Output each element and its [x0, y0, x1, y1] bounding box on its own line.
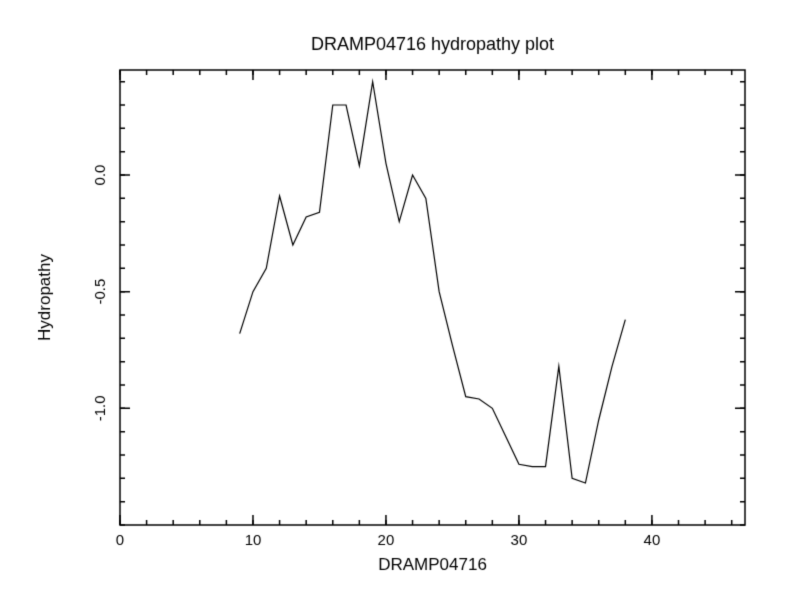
- hydropathy-plot: [0, 0, 800, 600]
